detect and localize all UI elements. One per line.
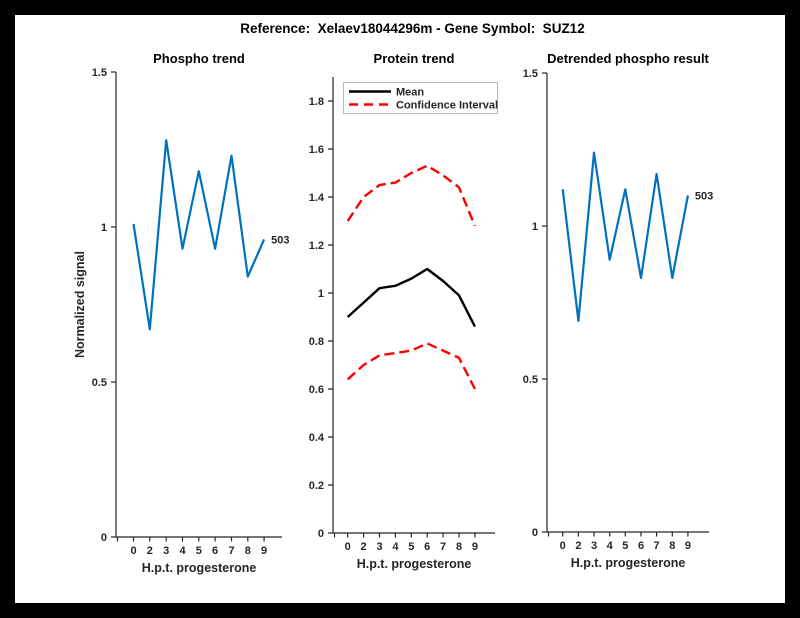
subplot-3: 0 2 3 4 5 6 7 8 9H.p.t. progesterone00.511.5Detr… (523, 51, 714, 570)
x-tick-label: 0 (560, 540, 566, 552)
x-tick-label: 6 (212, 545, 218, 557)
x-tick-label: 3 (376, 541, 382, 553)
y-tick-label: 1 (318, 288, 324, 300)
y-tick-label: 0 (532, 527, 538, 539)
x-tick-label: 8 (669, 540, 675, 552)
y-axis-label: Normalized signal (73, 251, 87, 358)
axis-spines (546, 73, 709, 533)
x-tick-label: 6 (424, 541, 430, 553)
subplot-title: Phospho trend (153, 51, 245, 66)
x-tick-label: 6 (638, 540, 644, 552)
x-tick-label: 2 (361, 541, 367, 553)
y-tick-label: 1.5 (523, 68, 538, 80)
series-end-label: 503 (695, 190, 713, 202)
subplot-1: 0 2 3 4 5 6 7 8 9H.p.t. progesterone00.511.5Norm… (73, 51, 289, 575)
y-tick-label: 0.5 (523, 374, 538, 386)
axis-spines (332, 77, 495, 534)
x-tick-label: 5 (196, 545, 202, 557)
x-tick-label: 2 (147, 545, 153, 557)
x-tick-label: 5 (408, 541, 414, 553)
y-tick-label: 1.6 (309, 144, 324, 156)
subplot-title: Protein trend (374, 51, 455, 66)
y-tick-label: 1 (101, 222, 107, 234)
y-tick-label: 0.4 (309, 432, 325, 444)
y-tick-label: 1 (532, 221, 538, 233)
y-tick-label: 1.2 (309, 240, 324, 252)
figure-title: Reference: Xelaev18044296m - Gene Symbol… (240, 21, 585, 36)
y-tick-label: 1.4 (309, 192, 325, 204)
y-tick-label: 0.5 (92, 377, 107, 389)
x-axis-label: H.p.t. progesterone (142, 561, 257, 575)
x-axis-label: H.p.t. progesterone (571, 556, 686, 570)
x-tick-label: 9 (261, 545, 267, 557)
y-tick-label: 0.8 (309, 336, 324, 348)
y-tick-label: 1.8 (309, 96, 324, 108)
series-detrended-phospho-signal (561, 151, 689, 322)
x-tick-label: 8 (456, 541, 462, 553)
x-tick-label: 3 (591, 540, 597, 552)
y-tick-label: 0.6 (309, 384, 324, 396)
subplot-2: 0 2 3 4 5 6 7 8 9H.p.t. progesterone00.20.40.60.… (309, 51, 498, 571)
y-tick-label: 1.5 (92, 67, 107, 79)
legend-box (343, 82, 498, 114)
y-tick-label: 0.2 (309, 480, 324, 492)
x-tick-label: 3 (163, 545, 169, 557)
series-confidence-interval-lower (346, 342, 476, 390)
y-tick-label: 0 (101, 532, 107, 544)
x-tick-label: 4 (392, 541, 399, 553)
x-tick-label: 9 (685, 540, 691, 552)
subplot-title: Detrended phospho result (547, 51, 709, 66)
legend-label: Mean (396, 87, 424, 99)
legend-label: Confidence Interval (396, 100, 498, 112)
x-tick-label: 9 (472, 541, 478, 553)
axis-spines (115, 72, 282, 538)
x-tick-label: 4 (607, 540, 614, 552)
series-phospho-signal (132, 139, 266, 331)
x-tick-label: 8 (245, 545, 251, 557)
x-tick-label: 2 (575, 540, 581, 552)
x-tick-label: 4 (179, 545, 186, 557)
x-tick-label: 0 (345, 541, 351, 553)
y-tick-label: 0 (318, 528, 324, 540)
x-tick-label: 5 (622, 540, 628, 552)
x-tick-label: 7 (228, 545, 234, 557)
x-tick-label: 0 (130, 545, 136, 557)
series-confidence-interval-upper (346, 164, 477, 227)
series-end-label: 503 (271, 234, 289, 246)
x-axis-label: H.p.t. progesterone (357, 557, 472, 571)
series-mean (346, 267, 476, 328)
x-tick-label: 7 (654, 540, 660, 552)
x-tick-label: 7 (440, 541, 446, 553)
